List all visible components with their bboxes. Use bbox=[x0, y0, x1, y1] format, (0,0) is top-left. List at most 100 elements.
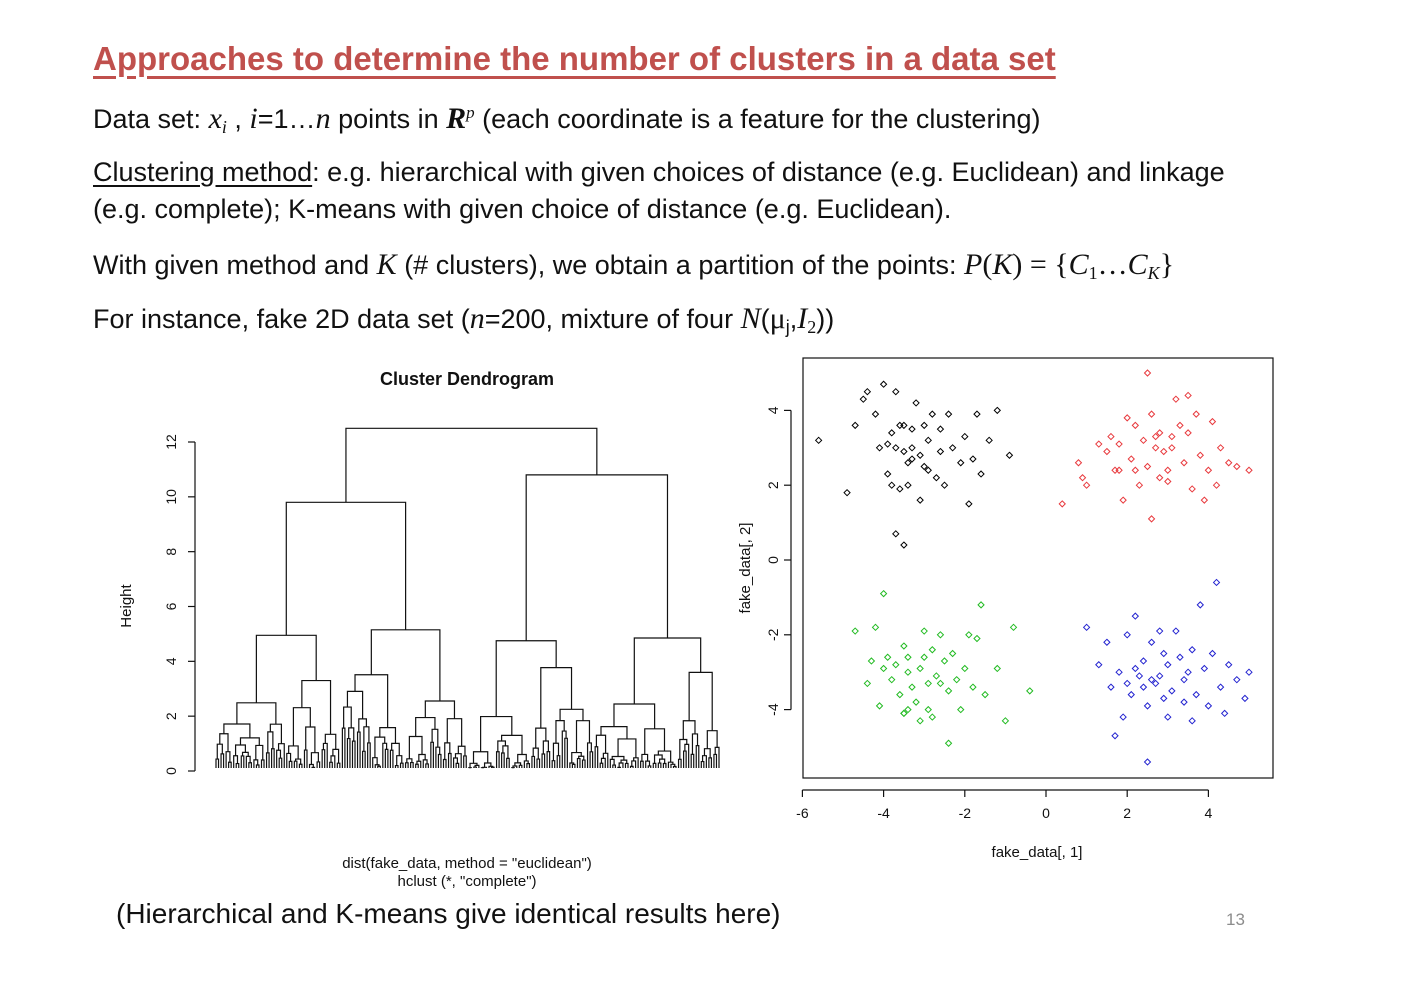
dendrogram-merge bbox=[384, 748, 389, 768]
scatter-point bbox=[892, 661, 900, 669]
dendrogram-merge bbox=[564, 737, 568, 768]
dendrogram-merge bbox=[255, 764, 260, 768]
dendrogram-merge bbox=[345, 427, 598, 503]
scatter-point bbox=[969, 455, 977, 463]
dendrogram-merge bbox=[701, 755, 707, 768]
scatter-point bbox=[973, 634, 981, 643]
scatter-point bbox=[1111, 732, 1119, 740]
dendrogram-merge bbox=[278, 757, 283, 768]
dendrogram-merge bbox=[683, 750, 687, 768]
dendrogram-y-axis: 0 2 4 6 8 10 12 bbox=[163, 434, 196, 775]
example-description: For instance, fake 2D data set (n=200, m… bbox=[93, 302, 835, 337]
scatter-point bbox=[1009, 623, 1018, 632]
scatter-x-tick-label: 4 bbox=[1205, 805, 1213, 821]
dendrogram-merge bbox=[613, 703, 656, 729]
scatter-point bbox=[981, 690, 989, 699]
dendrogram-merge bbox=[551, 760, 556, 768]
dendrogram-merge bbox=[525, 474, 669, 641]
scatter-point bbox=[888, 481, 896, 489]
dendrogram-merge bbox=[223, 723, 251, 738]
dendrogram-merge bbox=[416, 760, 422, 768]
scatter-x-tick-label: -2 bbox=[959, 805, 972, 821]
scatter-point bbox=[944, 687, 953, 695]
scatter-point bbox=[1220, 709, 1229, 718]
dendrogram-merge bbox=[576, 757, 581, 768]
scatter-point bbox=[1188, 717, 1196, 725]
scatter-point bbox=[1216, 683, 1225, 691]
scatter-point bbox=[896, 485, 904, 493]
scatter-point bbox=[1160, 447, 1168, 456]
dendrogram-merge bbox=[672, 765, 677, 768]
scatter-point bbox=[896, 421, 904, 430]
dendrogram-merge bbox=[472, 751, 489, 764]
dendrogram-merge bbox=[600, 726, 628, 739]
scatter-point bbox=[1135, 672, 1144, 680]
scatter-point bbox=[859, 395, 868, 403]
dendrogram-merge bbox=[377, 765, 381, 768]
dendrogram-merge bbox=[367, 742, 371, 768]
dendrogram-merge bbox=[657, 750, 672, 763]
dendrogram-merge bbox=[303, 749, 308, 768]
dendrogram-y-axis-label: Height bbox=[118, 583, 135, 627]
scatter-point bbox=[1119, 713, 1127, 721]
dendrogram-merge bbox=[612, 764, 616, 768]
scatter-point bbox=[851, 421, 859, 430]
scatter-point bbox=[1103, 638, 1111, 646]
scatter-point bbox=[1143, 702, 1152, 710]
scatter-point bbox=[1196, 451, 1204, 459]
dendrogram-merge bbox=[595, 734, 607, 754]
dendrogram-merge bbox=[308, 763, 314, 768]
clustering-method-continued: (e.g. complete); K-means with given choi… bbox=[93, 194, 952, 224]
dendrogram-merge bbox=[399, 762, 404, 768]
dendrogram-merge bbox=[691, 733, 699, 755]
scatter-point bbox=[936, 631, 945, 639]
dendrogram-merge bbox=[589, 751, 594, 768]
scatter-y-tick-label: 2 bbox=[765, 481, 781, 489]
dendrogram-merge bbox=[442, 758, 447, 768]
dendrogram-merge bbox=[382, 742, 388, 768]
dendrogram-merge bbox=[514, 762, 522, 767]
dendrogram-merge bbox=[239, 737, 260, 746]
dendrogram-chart: Cluster Dendrogram Height dist(fake_data… bbox=[118, 369, 720, 890]
scatter-point bbox=[1131, 421, 1140, 430]
scatter-point bbox=[928, 410, 937, 418]
dendrogram-merge bbox=[706, 730, 718, 749]
scatter-point bbox=[1180, 698, 1188, 706]
scatter-point bbox=[1208, 417, 1217, 426]
scatter-x-tick-label: -4 bbox=[877, 805, 890, 821]
scatter-point bbox=[1131, 466, 1140, 474]
scatter-point bbox=[961, 664, 969, 673]
scatter-point bbox=[888, 675, 896, 684]
scatter-axes: -6 -4 -2 0 2 4 -4 -2 0 2 4 bbox=[765, 406, 1213, 821]
scatter-point bbox=[1212, 481, 1221, 489]
scatter-point bbox=[1204, 702, 1213, 710]
dendrogram-merge bbox=[415, 763, 419, 768]
dendrogram-merge bbox=[220, 753, 225, 768]
dendrogram-merge bbox=[425, 763, 429, 768]
scatter-point bbox=[920, 421, 928, 430]
dendrogram-merge bbox=[236, 702, 277, 725]
dendrogram-merge bbox=[708, 757, 713, 768]
scatter-point bbox=[904, 459, 912, 467]
scatter-point bbox=[1188, 646, 1196, 654]
dataset-definition: Data set: xi , i=1…n points in Rp (each … bbox=[93, 102, 1041, 137]
scatter-point bbox=[1082, 623, 1091, 632]
scatter-points bbox=[814, 369, 1253, 766]
dendrogram-merge bbox=[657, 762, 662, 768]
scatter-point bbox=[1200, 664, 1209, 673]
scatter-point bbox=[936, 447, 945, 456]
dendrogram-merge bbox=[286, 752, 292, 768]
scatter-point bbox=[900, 447, 908, 456]
dendrogram-merge bbox=[447, 752, 452, 768]
scatter-point bbox=[936, 679, 945, 688]
scatter-point bbox=[1160, 694, 1168, 703]
scatter-point bbox=[892, 444, 900, 452]
scatter-point bbox=[1123, 679, 1131, 688]
dendrogram-merge bbox=[269, 723, 283, 744]
dendrogram-merge bbox=[363, 726, 370, 752]
dendrogram-merge bbox=[640, 760, 644, 768]
dendrogram-merge bbox=[480, 715, 513, 752]
dendrogram-merge bbox=[633, 637, 702, 705]
scatter-point bbox=[940, 481, 949, 489]
scatter-point bbox=[1168, 444, 1176, 452]
